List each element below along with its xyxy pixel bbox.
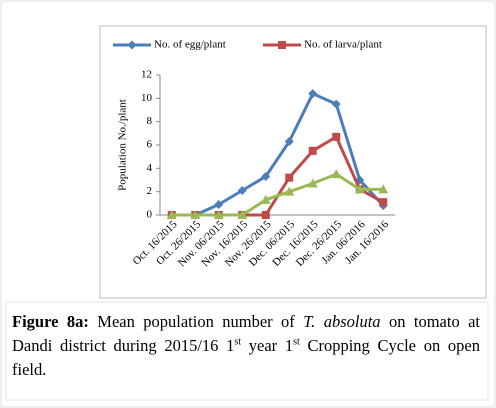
- caption-sup: st: [234, 336, 242, 348]
- series-line: [171, 172, 384, 217]
- marker: [379, 198, 388, 207]
- y-tick-label: 6: [147, 139, 153, 151]
- y-tick-label: 12: [141, 69, 152, 81]
- marker: [307, 178, 318, 188]
- marker: [237, 186, 247, 195]
- marker: [237, 210, 248, 219]
- series-line: [171, 92, 385, 217]
- y-tick-label: 0: [147, 209, 153, 221]
- y-tick-label: 10: [141, 92, 153, 104]
- caption-sup: st: [293, 336, 300, 348]
- marker: [190, 210, 201, 219]
- y-tick-label: 2: [147, 185, 153, 197]
- marker: [166, 210, 177, 219]
- caption-text: Cropping Cycle on open field.: [12, 336, 480, 379]
- caption-label: Figure 8a:: [12, 312, 89, 331]
- marker: [278, 41, 286, 49]
- marker: [331, 99, 341, 109]
- marker: [284, 137, 294, 146]
- marker: [127, 40, 137, 50]
- caption-text: on tomato at Dandi district during 2015/…: [12, 312, 481, 355]
- marker: [332, 132, 341, 141]
- caption: Figure 8a: Mean population number of T. …: [12, 310, 480, 382]
- marker: [331, 169, 342, 179]
- marker: [285, 173, 294, 182]
- caption-text: Mean population number of: [97, 312, 304, 331]
- marker: [261, 172, 271, 181]
- legend-label: No. of egg/plant: [154, 39, 226, 51]
- y-axis-label: Population No./plant: [117, 99, 129, 191]
- marker: [308, 89, 318, 99]
- marker: [308, 146, 317, 155]
- marker: [260, 194, 271, 204]
- y-tick-label: 4: [147, 162, 153, 174]
- caption-frame: [5, 301, 489, 401]
- y-tick-label: 8: [147, 115, 153, 127]
- marker: [213, 210, 224, 219]
- marker: [354, 184, 365, 194]
- marker: [378, 184, 389, 194]
- caption-species: T. absoluta: [303, 312, 381, 331]
- legend-label: No. of larva/plant: [304, 39, 382, 51]
- marker: [261, 211, 270, 219]
- marker: [284, 186, 295, 196]
- chart-frame: [99, 25, 487, 299]
- caption-text: year 1: [241, 336, 294, 355]
- marker: [214, 200, 224, 209]
